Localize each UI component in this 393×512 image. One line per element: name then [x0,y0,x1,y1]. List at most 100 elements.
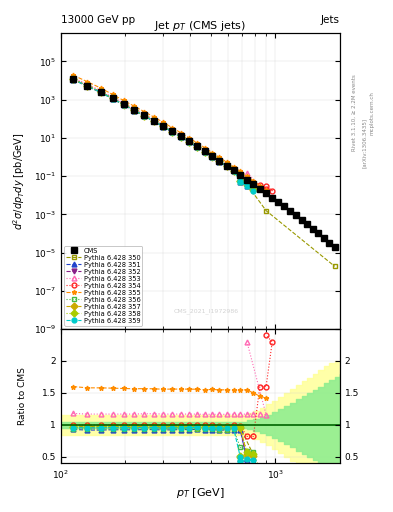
Pythia 6.428 351 [132,108,137,114]
Pythia 6.428 353 [161,122,165,128]
Pythia 6.428 358 [238,178,242,184]
Pythia 6.428 350 [178,134,183,140]
Pythia 6.428 353 [251,180,256,186]
Pythia 6.428 351 [217,159,222,165]
Pythia 6.428 353 [98,88,103,94]
Pythia 6.428 355 [71,72,75,78]
Pythia 6.428 356 [231,168,236,174]
Pythia 6.428 350 [132,107,137,113]
Legend: CMS, Pythia 6.428 350, Pythia 6.428 351, Pythia 6.428 352, Pythia 6.428 353, Pyt: CMS, Pythia 6.428 350, Pythia 6.428 351,… [64,246,142,326]
CMS [294,212,298,219]
Pythia 6.428 358 [187,139,191,145]
Pythia 6.428 356 [152,118,156,124]
Pythia 6.428 351 [98,90,103,96]
Pythia 6.428 357 [152,118,156,124]
Y-axis label: $d^2\sigma/dp_Tdy$ [pb/GeV]: $d^2\sigma/dp_Tdy$ [pb/GeV] [12,132,28,230]
CMS [305,221,310,227]
Pythia 6.428 359 [110,95,115,101]
Pythia 6.428 351 [238,173,242,179]
Pythia 6.428 351 [210,154,215,160]
Pythia 6.428 350 [238,172,242,178]
Pythia 6.428 352 [132,108,137,114]
Pythia 6.428 355 [121,97,126,103]
Pythia 6.428 359 [161,123,165,130]
X-axis label: $p_T$ [GeV]: $p_T$ [GeV] [176,486,225,500]
Pythia 6.428 358 [161,123,165,130]
CMS [251,181,256,187]
Pythia 6.428 352 [121,101,126,108]
Pythia 6.428 354 [270,187,275,194]
Pythia 6.428 358 [132,107,137,113]
Pythia 6.428 353 [170,127,174,133]
Pythia 6.428 359 [238,178,242,184]
Pythia 6.428 353 [244,169,249,176]
Pythia 6.428 359 [170,129,174,135]
Pythia 6.428 352 [238,179,242,185]
Pythia 6.428 352 [85,83,90,89]
Pythia 6.428 354 [195,143,199,150]
Line: Pythia 6.428 354: Pythia 6.428 354 [71,77,275,193]
Pythia 6.428 359 [121,101,126,108]
Pythia 6.428 355 [217,154,222,160]
Pythia 6.428 359 [202,148,207,155]
Pythia 6.428 358 [71,76,75,82]
Pythia 6.428 353 [121,100,126,106]
Pythia 6.428 351 [231,168,236,174]
Pythia 6.428 359 [152,118,156,124]
Pythia 6.428 359 [98,89,103,95]
Pythia 6.428 356 [71,76,75,82]
Pythia 6.428 357 [85,83,90,89]
Pythia 6.428 358 [121,101,126,108]
CMS [202,148,207,154]
Pythia 6.428 357 [142,113,147,119]
Text: CMS_2021_I1972986: CMS_2021_I1972986 [173,309,239,314]
Pythia 6.428 358 [98,89,103,95]
Pythia 6.428 356 [132,108,137,114]
Pythia 6.428 350 [152,118,156,124]
CMS [282,203,287,209]
Pythia 6.428 354 [161,123,165,129]
Pythia 6.428 358 [238,172,242,178]
Pythia 6.428 356 [170,129,174,135]
Pythia 6.428 351 [161,123,165,130]
Pythia 6.428 358 [195,143,199,150]
Pythia 6.428 358 [244,181,249,187]
Pythia 6.428 355 [238,168,242,175]
Pythia 6.428 359 [238,179,242,185]
CMS [288,208,292,214]
Pythia 6.428 350 [121,101,126,108]
Pythia 6.428 353 [152,116,156,122]
Pythia 6.428 351 [202,149,207,155]
Pythia 6.428 357 [71,76,75,82]
Pythia 6.428 355 [142,109,147,115]
Pythia 6.428 352 [178,134,183,140]
Text: mcplots.cern.ch: mcplots.cern.ch [369,91,375,135]
Pythia 6.428 352 [217,158,222,164]
Pythia 6.428 357 [238,178,242,184]
Text: 13000 GeV pp: 13000 GeV pp [61,14,135,25]
Pythia 6.428 357 [224,163,229,169]
Pythia 6.428 353 [202,147,207,153]
Pythia 6.428 354 [238,172,242,178]
Line: Pythia 6.428 353: Pythia 6.428 353 [71,75,268,194]
Line: Pythia 6.428 352: Pythia 6.428 352 [71,77,250,189]
Pythia 6.428 357 [231,167,236,174]
Pythia 6.428 353 [132,105,137,112]
Pythia 6.428 350 [85,83,90,89]
Pythia 6.428 356 [110,96,115,102]
Pythia 6.428 359 [195,144,199,150]
Pythia 6.428 352 [142,113,147,119]
CMS [270,195,275,201]
Pythia 6.428 354 [170,129,174,135]
Pythia 6.428 357 [170,129,174,135]
Pythia 6.428 357 [132,107,137,113]
Pythia 6.428 355 [85,79,90,85]
Pythia 6.428 356 [85,83,90,89]
CMS [299,217,304,223]
Pythia 6.428 352 [195,144,199,150]
Pythia 6.428 355 [132,103,137,110]
CMS [231,167,236,174]
CMS [195,143,199,150]
Text: Rivet 3.1.10, ≥ 2.2M events: Rivet 3.1.10, ≥ 2.2M events [352,74,357,151]
Pythia 6.428 357 [110,95,115,101]
